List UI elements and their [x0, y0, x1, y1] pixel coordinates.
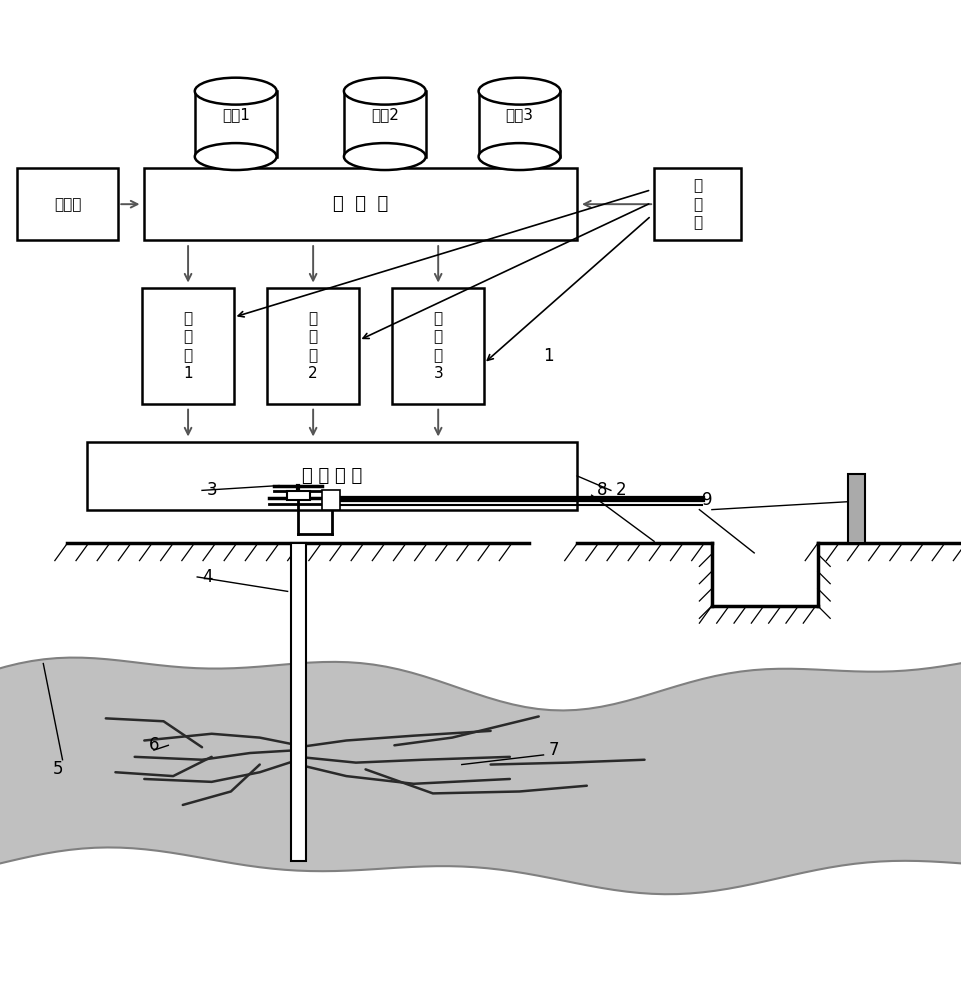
- Ellipse shape: [479, 143, 559, 170]
- Text: 1: 1: [543, 347, 554, 365]
- Text: 4: 4: [202, 568, 212, 586]
- Ellipse shape: [344, 143, 425, 170]
- Text: 仪
器
车: 仪 器 车: [692, 178, 702, 230]
- Bar: [142, 288, 234, 404]
- Text: 混  沙  车: 混 沙 车: [333, 195, 388, 213]
- Text: 压
裂
车
1: 压 裂 车 1: [183, 311, 193, 381]
- Ellipse shape: [344, 78, 425, 105]
- Bar: [392, 288, 483, 404]
- Bar: [479, 91, 559, 157]
- Text: 3: 3: [207, 481, 217, 499]
- Bar: [267, 288, 358, 404]
- Text: 8: 8: [596, 481, 606, 499]
- Bar: [86, 442, 577, 510]
- Text: 压
裂
车
2: 压 裂 车 2: [308, 311, 318, 381]
- Bar: [144, 168, 577, 240]
- Text: 液罗2: 液罗2: [371, 107, 398, 122]
- Ellipse shape: [194, 143, 277, 170]
- Bar: [290, 543, 306, 861]
- Bar: [344, 91, 426, 157]
- Bar: [17, 168, 118, 240]
- Polygon shape: [0, 658, 961, 894]
- Text: 液罗3: 液罗3: [505, 107, 533, 122]
- Text: 压
裂
车
3: 压 裂 车 3: [432, 311, 443, 381]
- Ellipse shape: [194, 78, 277, 105]
- Text: 9: 9: [702, 491, 712, 509]
- Bar: [653, 168, 740, 240]
- Text: 7: 7: [548, 741, 558, 759]
- Text: 5: 5: [53, 760, 63, 778]
- Text: 液罗1: 液罗1: [222, 107, 249, 122]
- Text: 运沙车: 运沙车: [54, 197, 82, 212]
- Bar: [194, 91, 276, 157]
- Bar: [847, 474, 864, 543]
- Text: 6: 6: [149, 736, 160, 754]
- Bar: [322, 490, 339, 510]
- Text: 高 压 管 汇: 高 压 管 汇: [302, 467, 361, 485]
- Bar: [286, 491, 309, 500]
- Ellipse shape: [479, 78, 559, 105]
- Text: 2: 2: [615, 481, 626, 499]
